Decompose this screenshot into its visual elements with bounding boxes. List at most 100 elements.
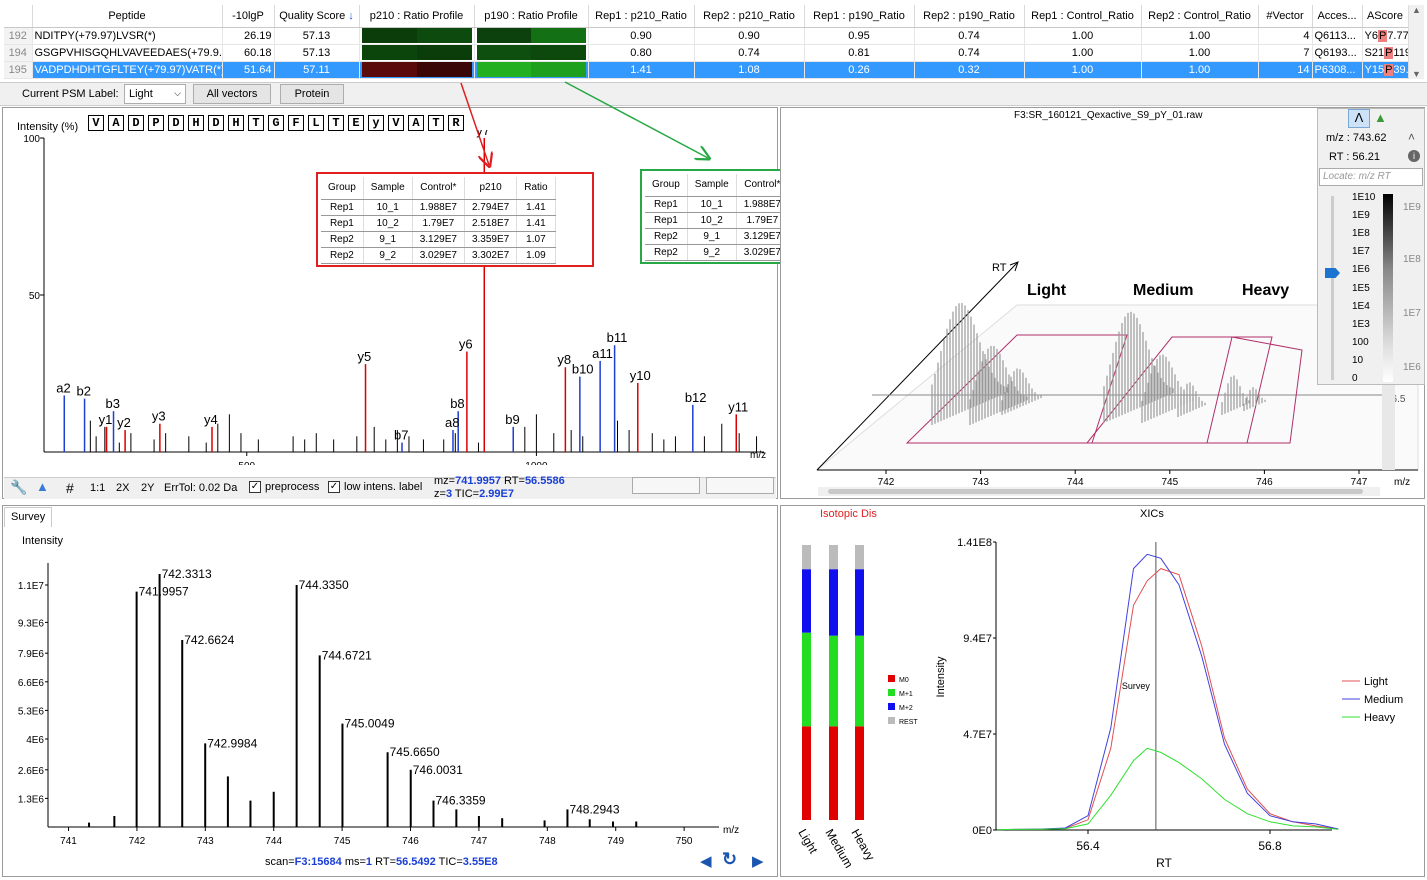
residue[interactable]: V <box>388 115 404 131</box>
ratio-cell: Rep1 <box>321 199 364 216</box>
residue[interactable]: R <box>448 115 464 131</box>
intensity-slider-track[interactable] <box>1331 196 1334 380</box>
residue[interactable]: y <box>368 115 384 131</box>
rt-axis <box>816 262 1018 471</box>
col-p190-profile[interactable]: p190 : Ratio Profile <box>474 5 589 28</box>
residue[interactable]: F <box>288 115 304 131</box>
peptide-cell: GSGPVHISGQHLVAVEEDAES(+79.9... <box>32 44 223 62</box>
residue[interactable]: H <box>188 115 204 131</box>
y-axis-label: Intensity <box>935 656 947 697</box>
y-tick-label: 1.1E7 <box>18 581 45 592</box>
col-rep1-p190[interactable]: Rep1 : p190_Ratio <box>804 5 915 28</box>
wrench-icon[interactable]: 🔧 <box>10 479 28 495</box>
residue[interactable]: A <box>108 115 124 131</box>
col-accession[interactable]: Acces... <box>1312 5 1363 28</box>
residue[interactable]: P <box>148 115 164 131</box>
col-quality-score[interactable]: Quality Score ↓ <box>274 5 360 28</box>
zoom-2x-button[interactable]: 2X <box>116 482 130 494</box>
info-box-1 <box>632 477 700 494</box>
label-group: Light <box>1027 282 1067 299</box>
all-vectors-button[interactable]: All vectors <box>193 84 271 104</box>
ion-label: y4 <box>204 412 218 427</box>
refresh-icon[interactable]: ↻ <box>722 849 738 869</box>
lgp-cell: 60.18 <box>222 44 275 62</box>
legend-swatch <box>888 689 895 696</box>
scale-label: 1E9 <box>1403 202 1421 213</box>
col-p210-profile[interactable]: p210 : Ratio Profile <box>359 5 475 28</box>
isotope-window <box>1206 336 1303 444</box>
ratio-cell: 0.32 <box>914 61 1025 79</box>
residue[interactable]: H <box>228 115 244 131</box>
row-number: 192 <box>4 27 33 45</box>
table-row[interactable]: 192 NDITPY(+79.97)LVSR(*) 26.19 57.13 0.… <box>4 27 1409 45</box>
residue[interactable]: T <box>428 115 444 131</box>
residue[interactable]: T <box>248 115 264 131</box>
col-ascore[interactable]: AScore <box>1362 5 1409 28</box>
table-row-selected[interactable]: 195 VADPDHDHTGFLTEY(+79.97)VATR(*) 51.64… <box>4 61 1409 79</box>
table-row[interactable]: 194 GSGPVHISGQHLVAVEEDAES(+79.9... 60.18… <box>4 44 1409 62</box>
scan-value: F3:15684 <box>294 856 342 868</box>
view3d-side-panel <box>1317 108 1425 385</box>
collapse-icon[interactable]: ˄ <box>1408 130 1416 144</box>
scroll-up-icon[interactable]: ▲ <box>1412 5 1421 15</box>
z-label: z= <box>434 488 446 500</box>
row-number: 194 <box>4 44 33 62</box>
y-tick-label: 9.3E6 <box>18 618 45 629</box>
col-rep2-p190[interactable]: Rep2 : p190_Ratio <box>914 5 1025 28</box>
zoom-2y-button[interactable]: 2Y <box>141 482 155 494</box>
isotope-segment <box>802 632 811 727</box>
peak-icon[interactable]: Λ <box>1348 109 1370 128</box>
psm-label-select[interactable]: Light ⌵ <box>124 84 186 104</box>
ratio-cell: 1.988E7 <box>412 199 465 216</box>
info-icon[interactable]: i <box>1408 150 1420 162</box>
isotope-segment <box>802 569 811 633</box>
survey-peak-label: 745.0049 <box>344 717 394 731</box>
peptide-cell: NDITPY(+79.97)LVSR(*) <box>32 27 223 45</box>
preprocess-checkbox[interactable]: ✓ <box>249 481 261 493</box>
table-scrollbar[interactable]: ▲ ▼ <box>1408 5 1424 79</box>
col-rep1-p210[interactable]: Rep1 : p210_Ratio <box>588 5 695 28</box>
view3d-scroll-thumb[interactable] <box>828 489 1363 494</box>
ratio-cell: 2.518E7 <box>464 215 518 232</box>
locate-input[interactable]: Locate: m/z RT <box>1319 168 1423 186</box>
scroll-down-icon[interactable]: ▼ <box>1412 69 1421 79</box>
isotope-bar-label: Light <box>795 827 820 857</box>
residue[interactable]: D <box>168 115 184 131</box>
prev-scan-icon[interactable]: ◀ <box>700 853 712 870</box>
residue[interactable]: L <box>308 115 324 131</box>
col-peptide[interactable]: Peptide <box>32 5 223 28</box>
residue[interactable]: D <box>128 115 144 131</box>
survey-tic-value: 3.55E8 <box>462 856 498 868</box>
col-rownum[interactable] <box>4 5 33 28</box>
ratio-col-header: Group <box>645 174 688 197</box>
ion-label: a2 <box>56 380 70 395</box>
col-lgp[interactable]: -10lgP <box>222 5 275 28</box>
residue[interactable]: G <box>268 115 284 131</box>
residue[interactable]: V <box>88 115 104 131</box>
x-tick-label: 747 <box>1351 477 1368 488</box>
tab-survey[interactable]: Survey <box>4 507 52 527</box>
next-scan-icon[interactable]: ▶ <box>752 853 764 870</box>
errtol-label[interactable]: ErrTol: 0.02 Da <box>164 482 238 494</box>
col-rep2-p210[interactable]: Rep2 : p210_Ratio <box>694 5 805 28</box>
intensity-slider-handle[interactable] <box>1325 268 1340 278</box>
vector-cell: 7 <box>1258 44 1313 62</box>
low-intensity-checkbox[interactable]: ✓ <box>328 481 340 493</box>
layers-icon[interactable]: ▲ <box>1374 110 1387 125</box>
view3d-scrollbar[interactable] <box>818 487 1380 496</box>
ratio-1to1-button[interactable]: 1:1 <box>90 482 106 494</box>
residue[interactable]: A <box>408 115 424 131</box>
residue[interactable]: T <box>328 115 344 131</box>
p210-profile-cell <box>359 44 475 62</box>
spectrum-icon[interactable]: ▲ <box>36 479 49 494</box>
hash-button[interactable]: # <box>66 480 74 496</box>
residue[interactable]: E <box>348 115 364 131</box>
col-rep1-control[interactable]: Rep1 : Control_Ratio <box>1024 5 1142 28</box>
survey-ylabel: Intensity <box>22 535 63 547</box>
ratio-cell: 1.00 <box>1024 44 1142 62</box>
protein-button[interactable]: Protein <box>280 84 344 104</box>
col-rep2-control[interactable]: Rep2 : Control_Ratio <box>1141 5 1259 28</box>
col-vector[interactable]: #Vector <box>1258 5 1313 28</box>
residue[interactable]: D <box>208 115 224 131</box>
